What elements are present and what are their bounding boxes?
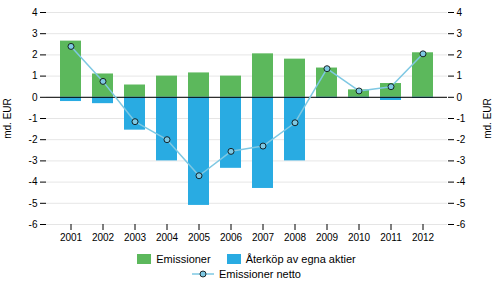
svg-text:0: 0	[32, 92, 38, 103]
svg-text:2007: 2007	[252, 232, 275, 243]
svg-text:2005: 2005	[188, 232, 211, 243]
svg-text:-3: -3	[457, 155, 466, 166]
svg-text:-3: -3	[29, 155, 38, 166]
svg-text:1: 1	[457, 70, 463, 81]
svg-text:-2: -2	[29, 134, 38, 145]
svg-text:4: 4	[457, 7, 463, 18]
svg-text:-4: -4	[457, 176, 466, 187]
svg-text:2003: 2003	[124, 232, 147, 243]
svg-text:-2: -2	[457, 134, 466, 145]
svg-text:2006: 2006	[220, 232, 243, 243]
svg-text:0: 0	[457, 92, 463, 103]
svg-text:2: 2	[457, 49, 463, 60]
svg-text:2: 2	[32, 49, 38, 60]
svg-text:2008: 2008	[284, 232, 307, 243]
svg-text:-1: -1	[457, 113, 466, 124]
svg-text:2011: 2011	[380, 232, 402, 243]
svg-text:-6: -6	[457, 219, 466, 230]
svg-text:2010: 2010	[348, 232, 371, 243]
html-text:Emissioner: Emissioner	[156, 253, 211, 265]
svg-text:-5: -5	[29, 198, 38, 209]
svg-text:3: 3	[32, 28, 38, 39]
svg-text:3: 3	[457, 28, 463, 39]
svg-text:4: 4	[32, 7, 38, 18]
html-text:Återköp av egna aktier: Återköp av egna aktier	[245, 253, 356, 265]
html-text:Emissioner netto: Emissioner netto	[219, 268, 301, 280]
svg-text:2002: 2002	[92, 232, 115, 243]
svg-text:md. EUR: md. EUR	[2, 98, 13, 139]
svg-text:-1: -1	[29, 113, 38, 124]
svg-text:-5: -5	[457, 198, 466, 209]
svg-text:2012: 2012	[412, 232, 435, 243]
svg-text:md. EUR: md. EUR	[482, 98, 493, 139]
svg-text:2009: 2009	[316, 232, 339, 243]
svg-text:1: 1	[32, 70, 38, 81]
svg-text:2001: 2001	[60, 232, 83, 243]
svg-text:-6: -6	[29, 219, 38, 230]
svg-text:-4: -4	[29, 176, 38, 187]
svg-text:2004: 2004	[156, 232, 179, 243]
